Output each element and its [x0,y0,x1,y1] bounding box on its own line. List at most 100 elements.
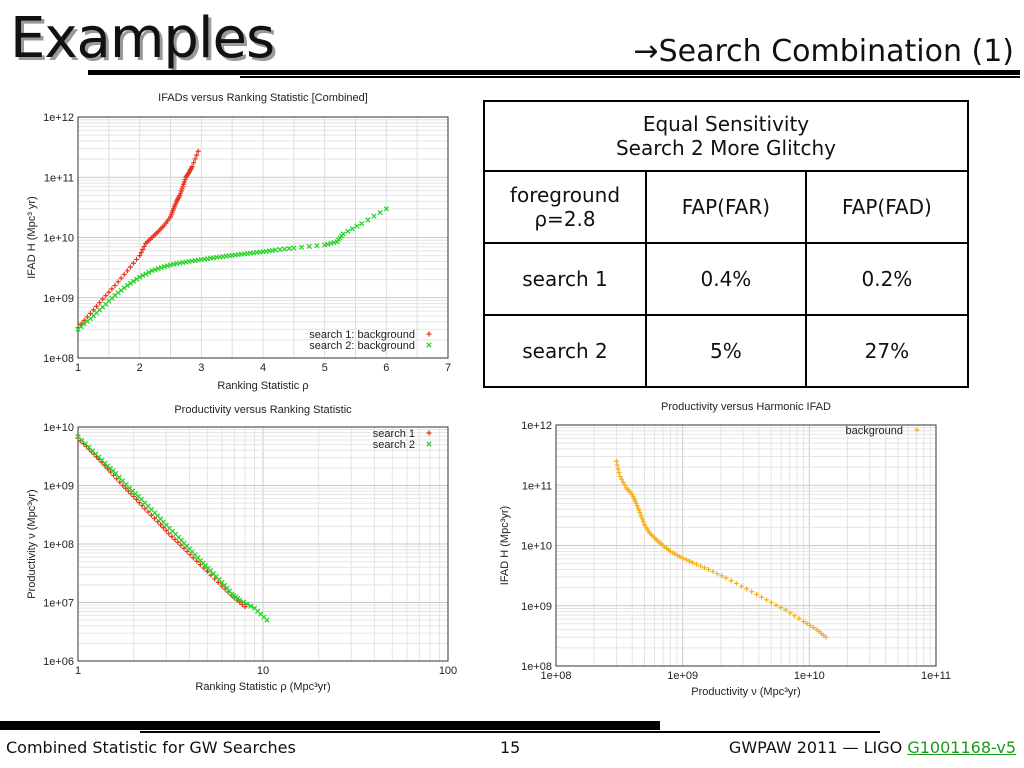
x-tick-label: 10 [257,665,269,677]
plot-frame [77,426,449,662]
data-point [823,634,829,640]
data-point [137,253,143,259]
data-point [733,580,739,586]
x-tick-label: 1e+10 [794,670,825,682]
data-point [683,557,689,563]
data-point [744,586,750,592]
data-point [137,274,143,280]
data-point [615,466,621,472]
data-point [616,470,622,476]
document-link[interactable]: G1001168-v5 [907,738,1016,757]
data-point [158,264,164,271]
x-tick-label: 1e+11 [921,670,951,682]
data-point [281,246,288,252]
data-point [365,217,371,223]
data-point [690,560,696,566]
data-point [140,246,146,252]
legend-marker [914,427,920,433]
data-point [694,561,700,567]
x-tick-label: 1 [75,362,81,374]
data-point [152,516,158,522]
data-point [686,558,692,564]
data-point [192,156,198,162]
data-point [768,599,774,605]
data-point [181,181,187,187]
chart-title: Productivity versus Harmonic IFAD [661,401,831,413]
data-point [130,278,137,284]
data-point [181,545,187,551]
data-point [680,555,686,561]
data-point [94,303,99,309]
y-axis-label: IFAD H (Mpc³yr) [499,506,511,585]
data-point [149,268,155,274]
plot-frame [77,116,449,359]
data-point [635,505,641,511]
table-row: foreground ρ=2.8 FAP(FAR) FAP(FAD) [483,170,970,244]
data-point [139,503,145,509]
data-point [634,503,640,509]
data-point [778,604,784,610]
x-tick-label: 100 [439,665,457,677]
data-point [306,243,312,250]
data-point [354,223,360,229]
y-axis-label: Productivity ν (Mpc³yr) [26,489,38,598]
data-point [97,300,103,306]
data-point [90,307,96,313]
data-point [633,500,639,506]
data-point [184,549,190,555]
data-point [340,231,346,237]
data-point [158,522,164,528]
data-point [112,282,118,288]
footer-page-number: 15 [500,738,521,757]
table-row: search 2 5% 27% [483,314,970,388]
row-fad-value: 0.2% [804,242,970,316]
data-point [807,623,813,629]
data-point [706,566,712,572]
row-header-line1: foreground [509,183,621,207]
x-axis-label: Ranking Statistic ρ [217,380,308,392]
data-point [277,246,283,253]
data-point [614,462,620,468]
data-point [383,206,389,212]
data-point [180,184,186,190]
x-tick-label: 1 [75,665,81,677]
footer-right: GWPAW 2011 — LIGO G1001168-v5 [729,738,1016,757]
data-point [264,617,270,623]
table-heading-line1: Equal Sensitivity [642,112,810,136]
table-heading-line2: Search 2 More Glitchy [615,136,837,160]
x-tick-label: 6 [383,362,389,374]
data-point [349,226,356,232]
data-point [145,509,151,515]
legend-marker [426,342,432,348]
y-tick-label: 1e+09 [43,481,74,493]
data-point [702,565,708,571]
data-point [359,220,365,227]
data-point [272,247,278,253]
data-point [637,510,643,516]
data-point [191,160,197,166]
data-point [749,589,755,595]
col-header-fad: FAP(FAD) [804,170,970,244]
x-tick-label: 3 [198,362,204,374]
plot-frame [555,424,937,667]
data-point [140,272,146,279]
y-tick-label: 1e+08 [43,353,74,365]
y-tick-label: 1e+09 [521,601,552,613]
data-point [787,610,793,616]
y-tick-label: 1e+07 [43,598,74,610]
y-tick-label: 1e+08 [521,661,552,673]
data-point [155,266,161,272]
x-tick-label: 2 [137,362,143,374]
data-point [710,569,716,575]
slide-subtitle: →Search Combination (1) [633,34,1014,69]
data-point [638,513,644,519]
data-point [163,528,169,534]
data-point [619,476,625,482]
x-axis-label: Productivity ν (Mpc³yr) [691,686,800,698]
data-point [143,271,149,277]
legend-marker [426,441,432,447]
data-point [804,620,810,626]
data-point [801,618,807,624]
data-point [242,604,248,610]
data-point [118,275,124,281]
